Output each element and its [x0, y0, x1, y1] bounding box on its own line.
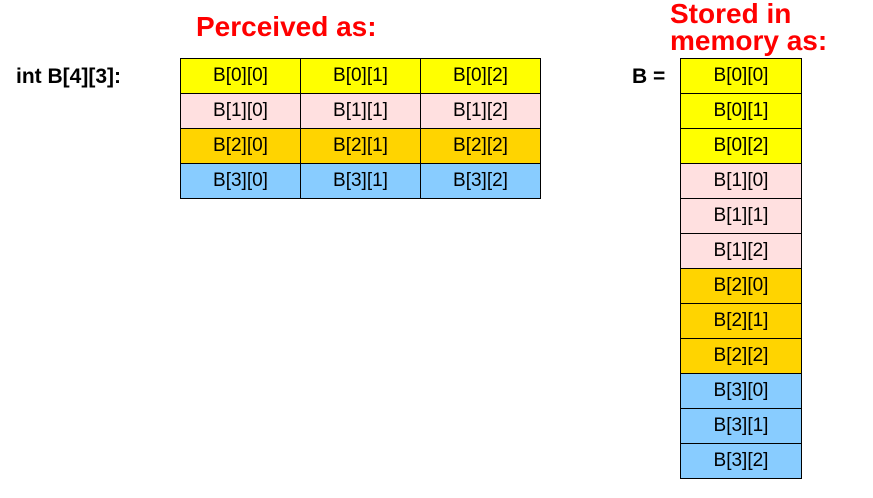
memory-cell: B[0][0]: [681, 59, 802, 94]
memory-label: B =: [632, 65, 666, 88]
grid-cell: B[2][2]: [421, 129, 541, 164]
grid-cell: B[1][0]: [181, 94, 301, 129]
grid-cell: B[3][1]: [301, 164, 421, 199]
memory-cell: B[2][0]: [681, 269, 802, 304]
grid-cell: B[0][1]: [301, 59, 421, 94]
grid-cell: B[1][2]: [421, 94, 541, 129]
memory-cell: B[1][0]: [681, 164, 802, 199]
memory-cell: B[0][1]: [681, 94, 802, 129]
memory-column: B[0][0] B[0][1] B[0][2] B[1][0] B[1][1] …: [680, 58, 802, 479]
memory-cell: B[3][1]: [681, 409, 802, 444]
grid-cell: B[3][0]: [181, 164, 301, 199]
grid-cell: B[0][0]: [181, 59, 301, 94]
perceived-heading: Perceived as:: [196, 11, 377, 42]
grid-cell: B[3][2]: [421, 164, 541, 199]
memory-cell: B[1][1]: [681, 199, 802, 234]
grid-cell: B[0][2]: [421, 59, 541, 94]
memory-cell: B[1][2]: [681, 234, 802, 269]
stored-heading-line-1: Stored in: [670, 0, 792, 29]
grid-cell: B[1][1]: [301, 94, 421, 129]
memory-cell: B[3][2]: [681, 444, 802, 479]
memory-cell: B[0][2]: [681, 129, 802, 164]
memory-cell: B[2][2]: [681, 339, 802, 374]
stored-heading-line-2: memory as:: [670, 25, 828, 56]
grid-cell: B[2][0]: [181, 129, 301, 164]
array-declaration: int B[4][3]:: [16, 65, 121, 88]
grid-cell: B[2][1]: [301, 129, 421, 164]
stored-heading: Stored in memory as:: [670, 0, 828, 56]
memory-cell: B[3][0]: [681, 374, 802, 409]
memory-cell: B[2][1]: [681, 304, 802, 339]
perceived-grid: B[0][0] B[0][1] B[0][2] B[1][0] B[1][1] …: [180, 58, 541, 199]
